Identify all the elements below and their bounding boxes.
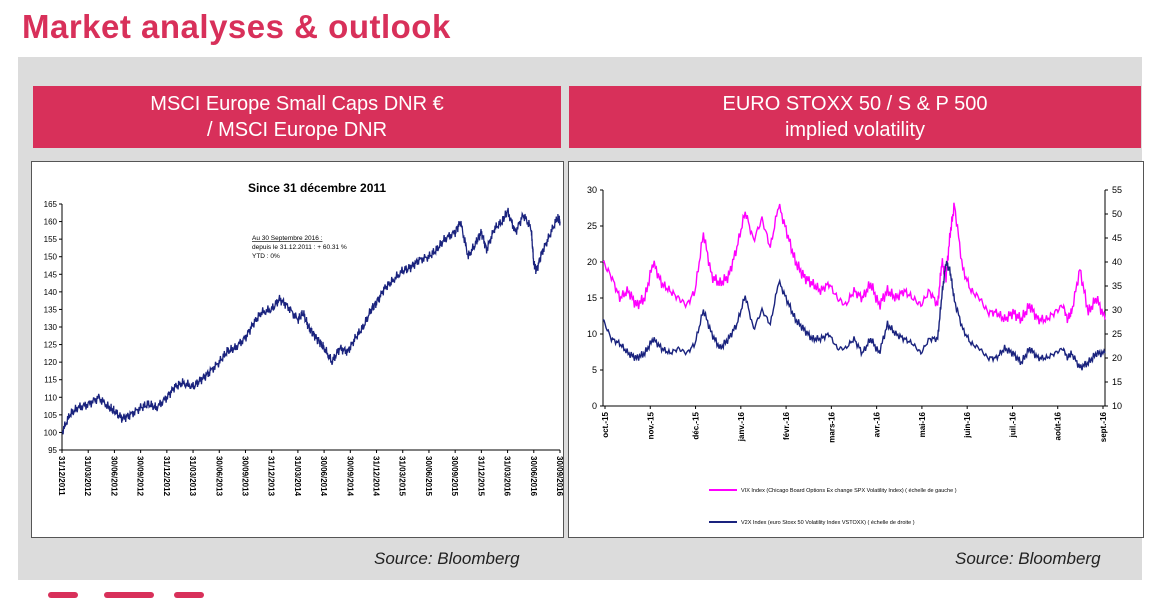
left-x-tick-label: 30/09/2014 <box>345 456 354 497</box>
right-right-y-tick-label: 55 <box>1112 185 1122 195</box>
left-chart-header-text: MSCI Europe Small Caps DNR € / MSCI Euro… <box>150 93 444 141</box>
right-right-y-tick-label: 20 <box>1112 353 1122 363</box>
right-left-y-tick-label: 20 <box>587 257 597 267</box>
left-x-tick-label: 30/06/2012 <box>109 456 118 497</box>
left-chart: Since 31 décembre 2011 Au 30 Septembre 2… <box>44 181 564 497</box>
left-x-tick-label: 30/06/2015 <box>424 456 433 497</box>
left-x-tick-label: 31/12/2015 <box>476 456 485 497</box>
right-left-y-tick-label: 25 <box>587 221 597 231</box>
v2x-series-line <box>602 260 1106 371</box>
right-x-tick-label: août-16 <box>1054 411 1063 440</box>
right-x-tick-label: avr.-16 <box>873 411 882 437</box>
left-x-tick-label: 30/09/2013 <box>240 456 249 497</box>
left-y-tick-label: 120 <box>44 358 58 367</box>
right-right-y-tick-label: 15 <box>1112 377 1122 387</box>
left-y-tick-label: 160 <box>44 218 58 227</box>
left-chart-annotation-line2: depuis le 31.12.2011 : + 60.31 % <box>252 244 347 251</box>
left-x-tick-label: 30/06/2014 <box>319 456 328 497</box>
right-chart: 0 5 10 15 20 25 30 10 15 20 25 30 35 40 45 50 55 oct.-15 n… <box>587 185 1122 526</box>
right-x-tick-label: janv.-16 <box>737 411 746 442</box>
left-chart-annotation-line3: YTD : 0% <box>252 253 280 260</box>
right-x-tick-label: juin-16 <box>963 411 972 438</box>
right-left-y-tick-label: 0 <box>592 401 597 411</box>
right-right-y-tick-label: 40 <box>1112 257 1122 267</box>
right-x-tick-label: juil.-16 <box>1008 411 1017 438</box>
left-y-tick-label: 140 <box>44 288 58 297</box>
right-left-y-tick-label: 30 <box>587 185 597 195</box>
left-x-tick-label: 31/03/2015 <box>398 456 407 497</box>
left-x-tick-label: 31/12/2014 <box>372 456 381 497</box>
left-y-tick-label: 110 <box>44 393 57 402</box>
left-y-tick-label: 130 <box>44 323 58 332</box>
right-x-tick-label: déc.-15 <box>692 411 701 439</box>
right-x-tick-label: févr.-16 <box>782 411 791 440</box>
left-x-tick-label: 30/06/2016 <box>529 456 538 497</box>
left-y-tick-label: 125 <box>44 341 58 350</box>
right-x-tick-label: mars-16 <box>827 411 836 442</box>
left-chart-frame: Since 31 décembre 2011 Au 30 Septembre 2… <box>31 161 564 538</box>
left-x-tick-label: 31/03/2012 <box>83 456 92 497</box>
left-y-tick-label: 115 <box>44 376 57 385</box>
left-x-tick-label: 30/09/2012 <box>136 456 145 497</box>
right-right-y-tick-label: 35 <box>1112 281 1122 291</box>
left-x-tick-label: 31/12/2011 <box>57 456 66 496</box>
right-chart-header: EURO STOXX 50 / S & P 500 implied volati… <box>569 86 1141 148</box>
left-y-tick-label: 135 <box>44 305 58 314</box>
left-x-tick-label: 31/12/2013 <box>267 456 276 497</box>
right-right-y-tick-label: 30 <box>1112 305 1122 315</box>
legend-v2x-label: V2X Index (euro Stoxx 50 Volatility Inde… <box>741 520 915 526</box>
right-left-y-tick-label: 5 <box>592 365 597 375</box>
right-chart-frame: 0 5 10 15 20 25 30 10 15 20 25 30 35 40 45 50 55 oct.-15 n… <box>568 161 1144 538</box>
left-x-tick-label: 31/03/2013 <box>188 456 197 497</box>
vix-series-line <box>602 202 1106 326</box>
left-x-tick-label: 31/03/2014 <box>293 456 302 497</box>
cropped-heading-fragment <box>48 592 204 598</box>
left-x-tick-label: 30/09/2016 <box>555 456 563 497</box>
left-chart-source: Source: Bloomberg <box>374 549 520 568</box>
left-x-tick-label: 31/03/2016 <box>503 456 512 497</box>
left-y-tick-label: 145 <box>44 270 58 279</box>
right-x-tick-label: mai-16 <box>918 411 927 437</box>
left-chart-annotation-line1: Au 30 Septembre 2016 : <box>252 235 323 242</box>
page-title: Market analyses & outlook <box>22 8 451 45</box>
right-chart-header-text: EURO STOXX 50 / S & P 500 implied volati… <box>722 93 988 141</box>
right-left-y-tick-label: 10 <box>587 329 597 339</box>
right-right-y-tick-label: 45 <box>1112 233 1122 243</box>
right-right-y-tick-label: 25 <box>1112 329 1122 339</box>
left-x-tick-label: 31/12/2012 <box>162 456 171 497</box>
right-x-tick-label: oct.-15 <box>601 411 610 437</box>
right-x-tick-label: sept.-16 <box>1099 411 1108 442</box>
left-y-tick-label: 165 <box>44 200 58 209</box>
right-right-y-tick-label: 10 <box>1112 401 1122 411</box>
left-y-tick-label: 150 <box>44 253 58 262</box>
right-left-y-tick-label: 15 <box>587 293 597 303</box>
legend-vix-label: VIX Index (Chicago Board Options Ex chan… <box>741 488 957 494</box>
left-y-tick-label: 100 <box>44 428 58 437</box>
right-right-y-tick-label: 50 <box>1112 209 1122 219</box>
left-chart-header: MSCI Europe Small Caps DNR € / MSCI Euro… <box>33 86 561 148</box>
left-y-tick-label: 105 <box>44 411 58 420</box>
right-x-tick-label: nov.-15 <box>646 411 655 439</box>
left-x-tick-label: 30/09/2015 <box>450 456 459 497</box>
left-y-tick-label: 95 <box>48 446 57 455</box>
left-x-tick-label: 30/06/2013 <box>214 456 223 497</box>
left-chart-title: Since 31 décembre 2011 <box>248 181 386 195</box>
right-chart-source: Source: Bloomberg <box>955 549 1101 568</box>
left-series-line <box>61 207 561 435</box>
left-y-tick-label: 155 <box>44 235 58 244</box>
